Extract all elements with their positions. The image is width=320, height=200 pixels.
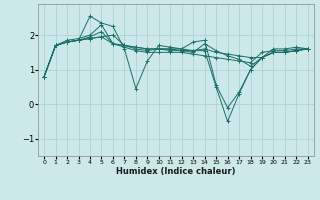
X-axis label: Humidex (Indice chaleur): Humidex (Indice chaleur) bbox=[116, 167, 236, 176]
